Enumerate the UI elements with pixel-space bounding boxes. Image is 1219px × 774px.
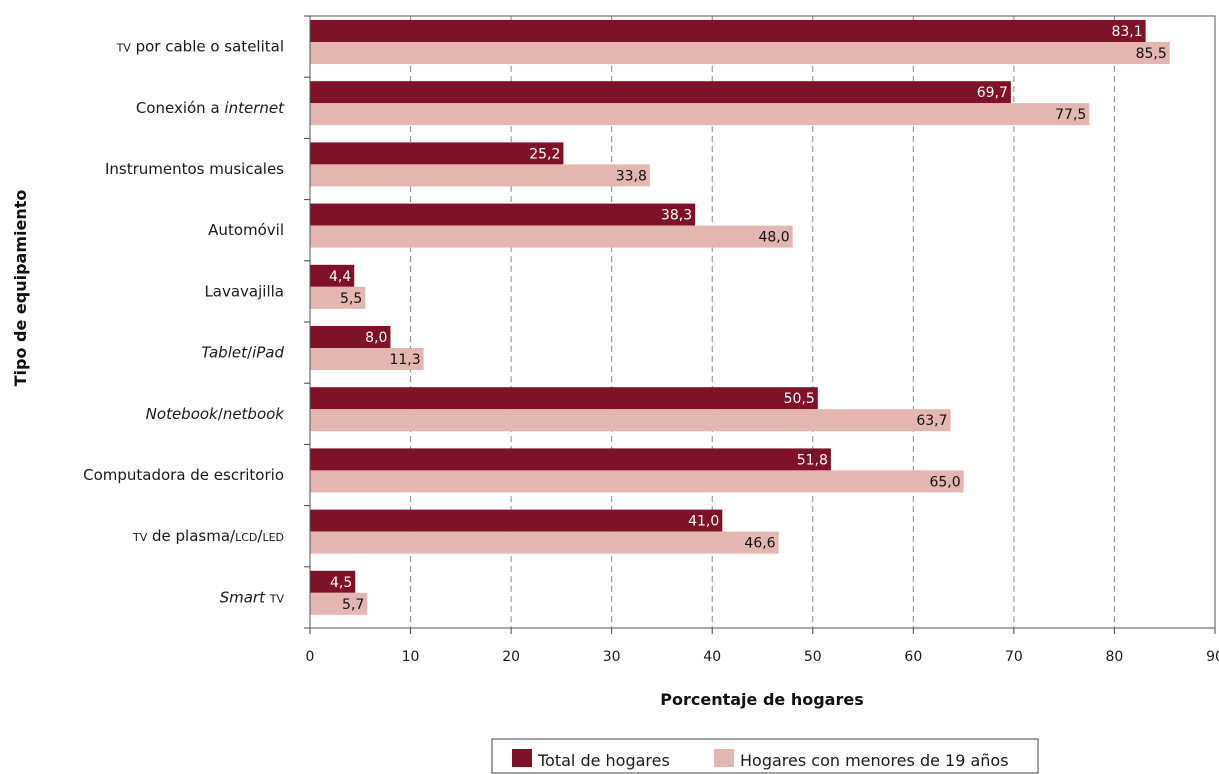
- axes: [304, 15, 1216, 629]
- category-label-0: TV por cable o satelital: [116, 38, 284, 56]
- value-label-menores-7: 65,0: [929, 474, 960, 490]
- x-tick-label-40: 40: [703, 649, 721, 665]
- bar-total-5: [310, 326, 391, 348]
- category-label-5: Tablet/iPad: [201, 344, 284, 362]
- category-label-8: TV de plasma/LCD/LED: [132, 527, 284, 545]
- x-tick-label-30: 30: [603, 649, 621, 665]
- bar-total-9: [310, 570, 356, 593]
- bar-menores-8: [310, 531, 779, 554]
- category-label-3: Automóvil: [208, 221, 284, 239]
- x-tick-label-0: 0: [306, 649, 315, 665]
- bar-menores-2: [310, 164, 650, 187]
- bar-total-1: [310, 81, 1011, 104]
- x-axis-title: Porcentaje de hogares: [660, 690, 863, 709]
- category-label-7: Computadora de escritorio: [83, 466, 284, 484]
- value-label-total-3: 38,3: [661, 208, 692, 224]
- value-label-menores-3: 48,0: [758, 230, 789, 246]
- value-label-total-4: 4,4: [329, 269, 351, 285]
- category-label-9: Smart TV: [220, 588, 285, 606]
- x-tick-label-10: 10: [402, 649, 420, 665]
- x-tick-label-70: 70: [1005, 649, 1023, 665]
- bar-menores-3: [310, 225, 793, 248]
- value-label-total-0: 83,1: [1111, 24, 1142, 40]
- value-label-menores-4: 5,5: [340, 291, 362, 307]
- bar-total-6: [310, 387, 818, 410]
- bar-total-2: [310, 142, 564, 165]
- value-label-menores-2: 33,8: [616, 168, 647, 184]
- bar-total-0: [310, 20, 1146, 42]
- x-tick-label-60: 60: [904, 649, 922, 665]
- category-label-1: Conexión a internet: [136, 99, 285, 117]
- bar-menores-4: [310, 286, 366, 309]
- value-label-total-8: 41,0: [688, 514, 719, 530]
- category-label-4: Lavavajilla: [204, 282, 284, 300]
- value-label-menores-0: 85,5: [1136, 46, 1167, 62]
- value-label-total-6: 50,5: [784, 391, 815, 407]
- legend-label-total: Total de hogares: [537, 751, 670, 770]
- bar-menores-7: [310, 470, 964, 493]
- value-label-menores-5: 11,3: [389, 352, 420, 368]
- bar-total-4: [310, 264, 355, 287]
- value-label-menores-1: 77,5: [1055, 107, 1086, 123]
- value-label-total-1: 69,7: [977, 85, 1008, 101]
- bar-menores-1: [310, 103, 1090, 126]
- bar-total-3: [310, 203, 696, 226]
- legend-swatch-menores: [714, 749, 734, 767]
- category-labels: TV por cable o satelital Conexión a inter…: [83, 38, 285, 607]
- value-label-total-7: 51,8: [797, 452, 828, 468]
- bar-menores-5: [310, 348, 424, 370]
- category-label-2: Instrumentos musicales: [105, 160, 284, 178]
- x-tick-label-20: 20: [502, 649, 520, 665]
- value-label-total-2: 25,2: [529, 146, 560, 162]
- bar-total-7: [310, 448, 831, 471]
- value-label-total-9: 4,5: [330, 575, 352, 591]
- y-axis-title: Tipo de equipamiento: [11, 190, 30, 387]
- x-tick-label-50: 50: [804, 649, 822, 665]
- bar-total-8: [310, 509, 723, 532]
- category-label-6: Notebook/netbook: [146, 405, 286, 423]
- value-label-menores-9: 5,7: [342, 597, 364, 613]
- bar-menores-9: [310, 592, 368, 615]
- value-label-menores-8: 46,6: [744, 536, 775, 552]
- value-labels: 83,1 85,5 69,7 77,5 25,2 33,8 38,3 48,0 4,4 5,5 8,…: [329, 24, 1167, 613]
- legend-label-menores: Hogares con menores de 19 años: [740, 751, 1009, 770]
- bar-menores-6: [310, 409, 951, 432]
- x-tick-label-80: 80: [1106, 649, 1124, 665]
- legend-swatch-total: [512, 749, 532, 767]
- legend-box: [491, 738, 1039, 774]
- bars: [310, 20, 1170, 615]
- x-tick-label-90: 90: [1206, 649, 1219, 665]
- bar-menores-0: [310, 42, 1170, 64]
- legend: Total de hogares Hogares con menores de …: [491, 738, 1039, 774]
- value-label-menores-6: 63,7: [916, 413, 947, 429]
- value-label-total-5: 8,0: [365, 330, 387, 346]
- x-tick-labels: 0 10 20 30 40 50 60 70 80 90: [306, 649, 1219, 665]
